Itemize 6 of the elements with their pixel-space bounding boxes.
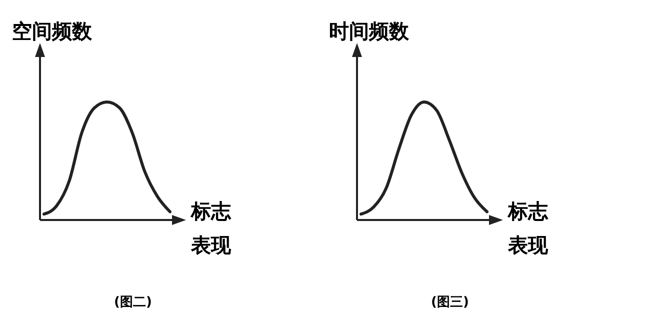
- x-axis-title: 标志表现: [507, 199, 549, 257]
- y-axis-title: 时间频数: [329, 19, 410, 43]
- text: (图三): [431, 295, 469, 310]
- text: (图二): [114, 295, 152, 310]
- y-axis-title: 空间频数: [12, 19, 93, 43]
- x-axis-title: 标志表现: [190, 199, 232, 257]
